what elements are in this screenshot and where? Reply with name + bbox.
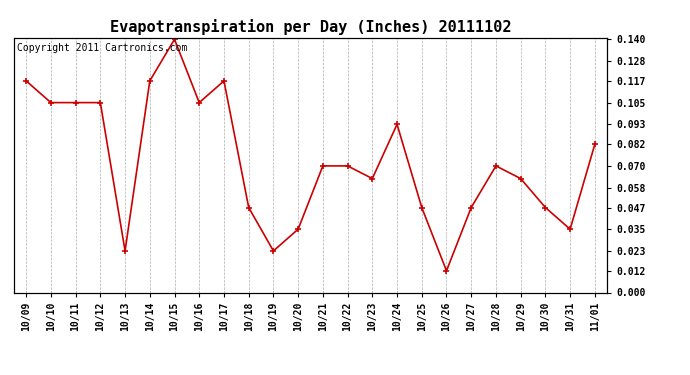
Title: Evapotranspiration per Day (Inches) 20111102: Evapotranspiration per Day (Inches) 2011… — [110, 19, 511, 35]
Text: Copyright 2011 Cartronics.com: Copyright 2011 Cartronics.com — [17, 43, 187, 52]
